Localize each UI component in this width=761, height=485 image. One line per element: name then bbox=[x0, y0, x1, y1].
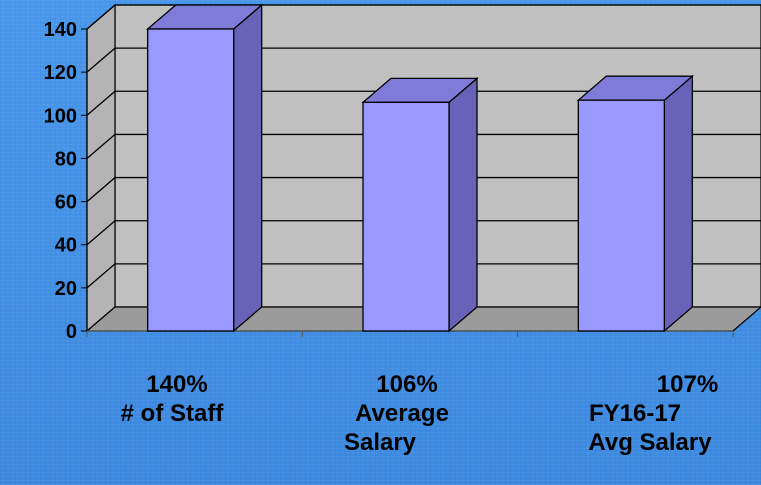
bar-side-staff bbox=[233, 3, 263, 333]
bar-chart: 0 20 40 60 80 100 120 140 bbox=[44, 3, 761, 340]
y-tick-label-100: 100 bbox=[44, 105, 77, 127]
category-label-average-salary: 106% Average Salary bbox=[322, 370, 482, 457]
bar-staff bbox=[145, 3, 264, 333]
category-name-fy16-17-line1: FY16-17 bbox=[588, 400, 682, 427]
side-wall bbox=[86, 3, 116, 333]
category-name-fy16-17-line2: Avg Salary bbox=[588, 429, 712, 456]
y-tick-label-0: 0 bbox=[66, 321, 77, 340]
category-name-average-salary-line1: Average bbox=[355, 400, 449, 427]
bar-average-salary bbox=[361, 76, 479, 333]
gridline-100 bbox=[86, 90, 761, 116]
value-label-staff: 140% bbox=[146, 371, 208, 398]
y-tick-label-60: 60 bbox=[55, 192, 77, 214]
category-name-staff: # of Staff bbox=[120, 400, 224, 427]
y-tick-label-80: 80 bbox=[55, 148, 77, 170]
category-name-average-salary-line2: Salary bbox=[343, 429, 417, 456]
bar-fy16-17-avg-salary bbox=[576, 74, 695, 333]
y-tick-label-40: 40 bbox=[55, 235, 77, 257]
category-label-staff: 140% # of Staff bbox=[92, 370, 252, 428]
gridlines bbox=[86, 4, 761, 289]
gridline-40 bbox=[86, 220, 761, 246]
bars bbox=[145, 3, 695, 333]
y-tick-label-120: 120 bbox=[44, 62, 77, 84]
bar-front-fy16-17-avg-salary bbox=[577, 99, 665, 332]
bar-front-staff bbox=[147, 28, 235, 332]
bar-side-average-salary bbox=[448, 76, 478, 333]
value-label-average-salary: 106% bbox=[376, 371, 438, 398]
gridline-80 bbox=[86, 133, 761, 159]
gridline-120 bbox=[86, 47, 761, 73]
value-label-fy16-17-avg-salary: 107% bbox=[656, 371, 719, 398]
gridline-140 bbox=[86, 4, 761, 30]
y-tick-label-20: 20 bbox=[55, 278, 77, 300]
gridline-60 bbox=[86, 176, 761, 203]
y-tick-label-140: 140 bbox=[44, 19, 77, 41]
y-axis: 0 20 40 60 80 100 120 140 bbox=[44, 19, 734, 340]
category-label-fy16-17-avg-salary: 107% FY16-17 Avg Salary bbox=[565, 370, 735, 457]
bar-front-average-salary bbox=[362, 101, 450, 332]
bar-side-fy16-17-avg-salary bbox=[663, 74, 693, 333]
gridline-20 bbox=[86, 263, 761, 289]
